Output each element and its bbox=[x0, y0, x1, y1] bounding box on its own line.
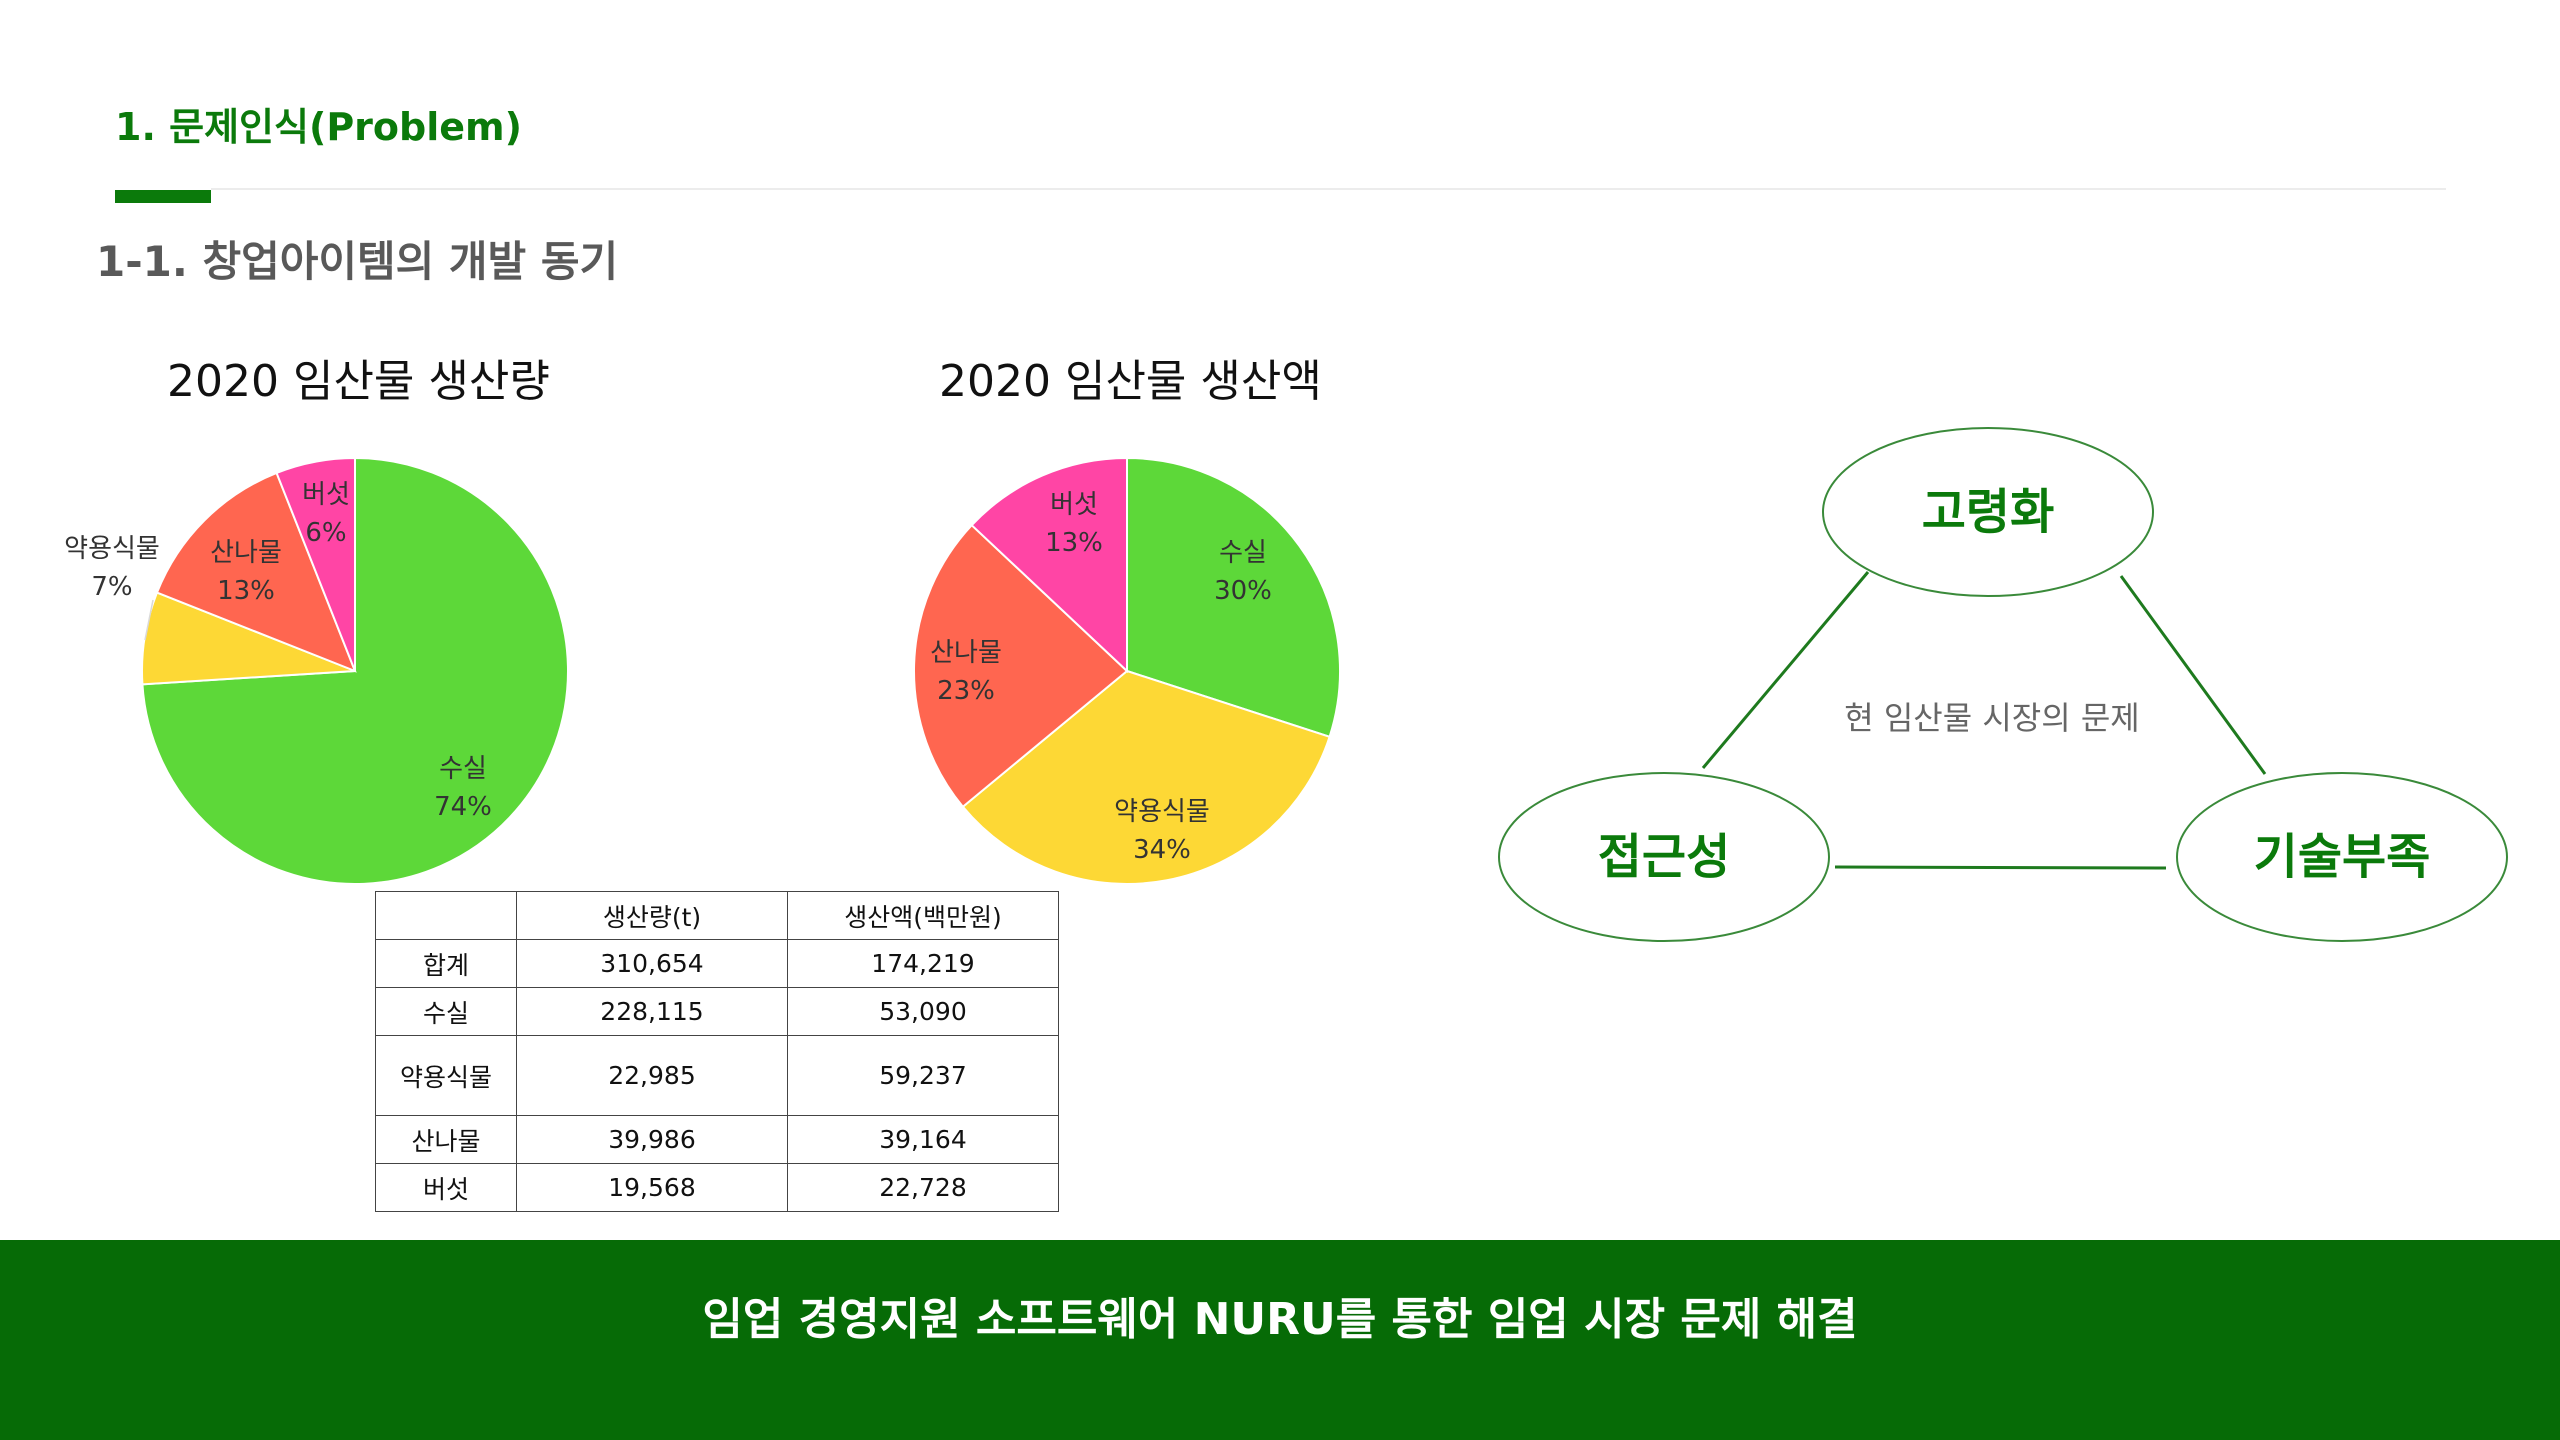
table-cell: 19,568 bbox=[516, 1163, 788, 1212]
slice-percent-label: 13% bbox=[217, 576, 275, 606]
table-cell: 22,985 bbox=[516, 1035, 788, 1116]
slice-name-label: 버섯 bbox=[1050, 490, 1098, 520]
pie-slice-0 bbox=[1126, 456, 1341, 739]
node-label-tech: 기술부족 bbox=[2254, 829, 2431, 885]
footer-text: 임업 경영지원 소프트웨어 NURU를 통한 임업 시장 문제 해결 bbox=[702, 1294, 1858, 1345]
pie-slice-3 bbox=[275, 456, 356, 672]
table-header-cell: 생산액(백만원) bbox=[787, 891, 1059, 940]
connector-line-aging-tech bbox=[2119, 575, 2267, 775]
connector-line-access-tech bbox=[1834, 865, 2167, 870]
table-cell: 228,115 bbox=[516, 987, 788, 1036]
section-accent-bar bbox=[115, 190, 211, 203]
node-label-access: 접근성 bbox=[1598, 829, 1730, 885]
table-cell: 약용식물 bbox=[375, 1035, 517, 1116]
node-ellipse-access bbox=[1498, 772, 1830, 942]
table-cell: 산나물 bbox=[375, 1115, 517, 1164]
pie-chart-production-value: 수실 30% 약용식물 34% 산나물 23% 버섯 13% bbox=[913, 456, 1341, 885]
table-cell: 59,237 bbox=[787, 1035, 1059, 1116]
table-cell: 합계 bbox=[375, 939, 517, 988]
label-leader-line bbox=[144, 599, 154, 641]
table-row: 산나물 39,986 39,164 bbox=[375, 1115, 1059, 1164]
chart-title-production-value: 2020 임산물 생산액 bbox=[939, 356, 1322, 407]
node-ellipse-tech bbox=[2176, 772, 2508, 942]
slice-name-label: 산나물 bbox=[930, 638, 1002, 668]
slice-percent-label: 7% bbox=[91, 572, 132, 602]
table-cell: 53,090 bbox=[787, 987, 1059, 1036]
table-header-row: 생산량(t) 생산액(백만원) bbox=[375, 891, 1059, 940]
slice-name-label: 버섯 bbox=[302, 480, 350, 510]
pie-chart-production-volume: 수실 74% 약용식물 7% 산나물 13% 버섯 6% bbox=[64, 456, 569, 885]
slice-name-label: 수실 bbox=[1219, 538, 1267, 568]
table-cell: 22,728 bbox=[787, 1163, 1059, 1212]
node-label-aging: 고령화 bbox=[1922, 484, 2054, 540]
pie-slice-2 bbox=[913, 523, 1129, 809]
table-row: 수실 228,115 53,090 bbox=[375, 987, 1059, 1036]
pie-slice-1 bbox=[961, 669, 1331, 885]
table-row: 약용식물 22,985 59,237 bbox=[375, 1035, 1059, 1116]
node-ellipse-aging bbox=[1822, 427, 2154, 597]
pie-slice-2 bbox=[155, 471, 357, 673]
connector-line-aging-access bbox=[1701, 571, 1870, 769]
production-data-table: 생산량(t) 생산액(백만원) 합계 310,654 174,219 수실 22… bbox=[375, 891, 1059, 1212]
table-cell: 버섯 bbox=[375, 1163, 517, 1212]
table-cell: 39,164 bbox=[787, 1115, 1059, 1164]
table-row: 합계 310,654 174,219 bbox=[375, 939, 1059, 988]
footer-banner: 임업 경영지원 소프트웨어 NURU를 통한 임업 시장 문제 해결 bbox=[0, 1240, 2560, 1440]
table-cell: 310,654 bbox=[516, 939, 788, 988]
diagram-center-text: 현 임산물 시장의 문제 bbox=[1844, 699, 2139, 737]
slice-name-label: 약용식물 bbox=[64, 534, 160, 564]
slice-percent-label: 34% bbox=[1133, 835, 1191, 865]
table-cell: 174,219 bbox=[787, 939, 1059, 988]
table-header-cell bbox=[375, 891, 517, 940]
table-row: 버섯 19,568 22,728 bbox=[375, 1163, 1059, 1212]
slice-name-label: 산나물 bbox=[210, 538, 282, 568]
slice-name-label: 약용식물 bbox=[1114, 797, 1210, 827]
slice-percent-label: 30% bbox=[1214, 576, 1272, 606]
table-header-cell: 생산량(t) bbox=[516, 891, 788, 940]
header-divider bbox=[211, 188, 2446, 190]
subsection-title: 1-1. 창업아이템의 개발 동기 bbox=[96, 237, 619, 286]
slice-percent-label: 23% bbox=[937, 676, 995, 706]
slice-percent-label: 13% bbox=[1045, 528, 1103, 558]
chart-title-production-volume: 2020 임산물 생산량 bbox=[167, 356, 550, 407]
table-cell: 39,986 bbox=[516, 1115, 788, 1164]
table-cell: 수실 bbox=[375, 987, 517, 1036]
pie-slice-3 bbox=[970, 456, 1128, 674]
section-title: 1. 문제인식(Problem) bbox=[115, 105, 522, 149]
slice-name-label: 수실 bbox=[439, 754, 487, 784]
slice-percent-label: 6% bbox=[305, 518, 346, 548]
slice-percent-label: 74% bbox=[434, 792, 492, 822]
